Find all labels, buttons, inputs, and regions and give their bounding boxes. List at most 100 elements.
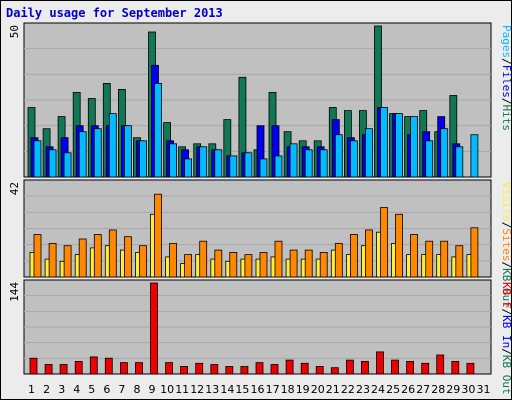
x-tick-label: 12 [190, 383, 204, 396]
x-tick-label: 4 [73, 383, 80, 396]
bar-kb-f [180, 365, 189, 375]
bar-pages [229, 155, 238, 178]
bar-pages [108, 113, 117, 178]
bar-kb-f [104, 357, 113, 375]
legend-entry: KB In [500, 315, 512, 348]
bar-kb-f [421, 362, 430, 375]
bar-kb-f [195, 362, 204, 375]
bar-sites [63, 245, 72, 278]
bar-pages [48, 149, 57, 178]
bar-kb-f [150, 282, 158, 375]
legend-entry: KB Out [500, 355, 512, 395]
y-max-label: 50 [8, 25, 21, 38]
bar-sites [139, 245, 147, 278]
bar-kb-f [315, 365, 324, 375]
bar-sites [304, 249, 313, 278]
bar-kb-f [210, 364, 219, 375]
bar-sites [470, 227, 479, 278]
bar-pages [199, 146, 208, 178]
bar-kb-f [44, 364, 53, 375]
bar-kb-f [74, 360, 83, 375]
legend-entry: KB Out [500, 268, 512, 308]
x-tick-label: 30 [461, 383, 475, 396]
bar-pages [259, 158, 268, 178]
bar-sites [334, 242, 343, 278]
bar-sites [229, 251, 238, 278]
bar-pages [319, 149, 328, 178]
legend-entry: / [500, 262, 512, 269]
bar-sites [425, 240, 434, 278]
bar-pages [184, 158, 193, 178]
bar-kb-f [345, 359, 354, 375]
x-tick-label: 28 [431, 383, 445, 396]
bar-pages [455, 146, 464, 178]
bar-kb-f [406, 360, 415, 375]
bar-pages [63, 152, 72, 178]
bar-pages [33, 140, 42, 178]
x-tick-label: 2 [43, 383, 50, 396]
x-tick-label: 1 [28, 383, 35, 396]
bar-sites [78, 238, 87, 278]
chart-title: Daily usage for September 2013 [6, 6, 223, 20]
bar-sites [199, 240, 208, 278]
bar-sites [214, 249, 223, 278]
x-tick-label: 31 [477, 383, 491, 396]
x-tick-label: 24 [371, 383, 385, 396]
legend-entry: Visits [500, 182, 512, 222]
bar-pages [425, 140, 434, 178]
bar-sites [48, 242, 57, 278]
legend-entry: / [500, 222, 512, 229]
bar-kb-f [451, 360, 460, 375]
bar-pages [364, 128, 373, 178]
y-max-label: 42 [8, 182, 21, 195]
bar-pages [380, 107, 388, 178]
bar-kb-f [270, 364, 279, 375]
bar-pages [349, 140, 358, 178]
bar-pages [470, 134, 479, 178]
bar-kb-f [466, 362, 475, 375]
x-tick-label: 29 [446, 383, 460, 396]
bar-kb-f [360, 360, 369, 375]
bar-pages [93, 128, 102, 178]
x-tick-label: 13 [205, 383, 219, 396]
bar-sites [184, 254, 193, 278]
bar-sites [395, 213, 403, 278]
bar-sites [380, 207, 388, 278]
bar-pages [154, 83, 162, 178]
bar-sites [244, 254, 253, 278]
x-tick-label: 6 [103, 383, 110, 396]
legend-entry: / [500, 348, 512, 355]
bar-kb-f [59, 364, 68, 375]
bar-kb-f [255, 362, 264, 375]
bar-kb-f [120, 362, 128, 375]
bar-sites [289, 249, 298, 278]
bar-pages [139, 140, 147, 178]
x-tick-label: 19 [296, 383, 310, 396]
bar-kb-f [391, 359, 399, 375]
bar-sites [124, 236, 132, 278]
bar-sites [259, 251, 268, 278]
legend-entry: Pages [500, 25, 512, 58]
bar-kb-f [29, 357, 38, 375]
bar-pages [169, 143, 178, 178]
x-tick-label: 17 [266, 383, 280, 396]
bar-pages [289, 143, 298, 178]
legend-entry: / [500, 98, 512, 105]
bar-pages [395, 113, 403, 178]
bar-pages [304, 149, 313, 178]
bar-sites [410, 234, 419, 278]
bar-kb-f [300, 362, 309, 375]
x-tick-label: 8 [134, 383, 141, 396]
bar-sites [364, 229, 373, 278]
bar-kb-f [285, 359, 294, 375]
bar-sites [455, 245, 464, 278]
bar-pages [440, 128, 449, 178]
x-tick-label: 18 [281, 383, 295, 396]
x-tick-label: 25 [386, 383, 400, 396]
legend-visits: Visits/Sites/KB Out [500, 182, 512, 308]
legend-entry: Hits [500, 105, 512, 132]
legend-kbytes: KB F/KB In/KB Out [500, 282, 512, 395]
bar-kb-f [89, 356, 98, 375]
x-tick-label: 22 [341, 383, 355, 396]
